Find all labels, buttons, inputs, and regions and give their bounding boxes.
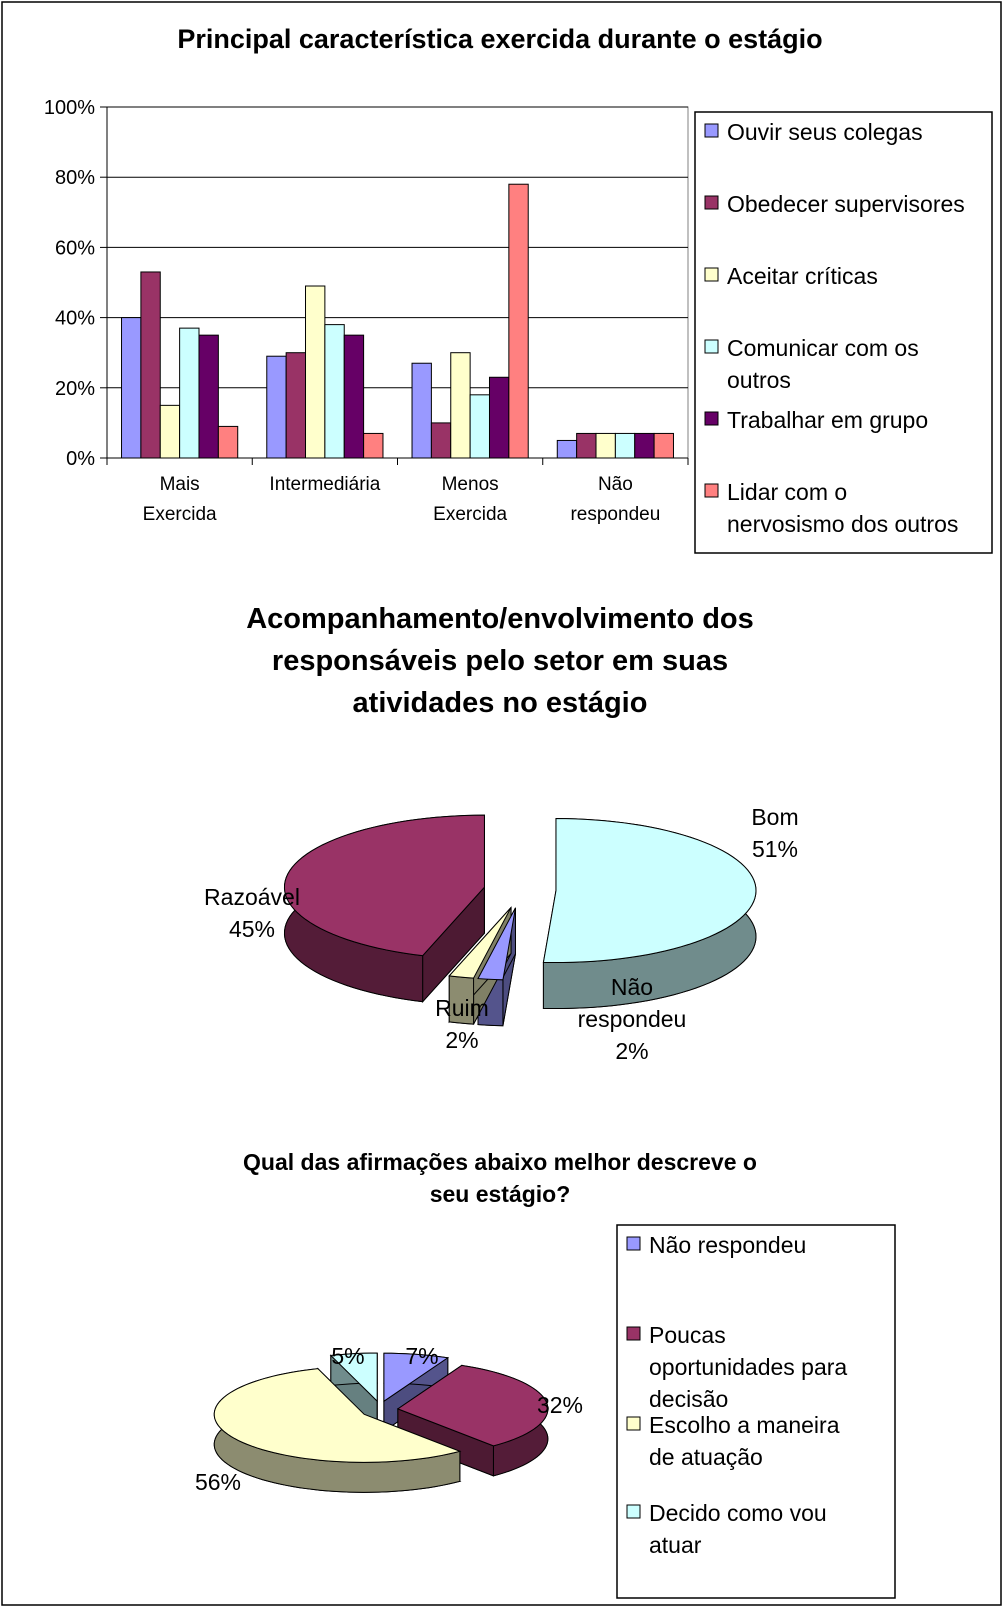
pie (213, 1352, 549, 1493)
legend-swatch (704, 483, 719, 498)
y-tick-label: 40% (55, 308, 95, 330)
y-tick-label: 0% (66, 448, 95, 470)
slice-value-label: 51% (752, 836, 798, 862)
slice-category: Ruim (435, 995, 489, 1021)
legend-swatch (626, 1236, 641, 1251)
slice (329, 1352, 378, 1403)
bar (266, 355, 287, 459)
bar (576, 432, 597, 459)
bar (634, 432, 655, 459)
legend-label: Escolho a maneira de atuação (649, 1412, 840, 1470)
legend-label: Não respondeu (649, 1232, 806, 1258)
bar (363, 432, 384, 459)
bar (324, 324, 345, 459)
bar (305, 285, 326, 459)
slice (213, 1368, 462, 1463)
bar (285, 352, 307, 459)
chart-title: Qual das afirmações abaixo melhor descre… (243, 1149, 757, 1207)
pie (283, 814, 757, 1027)
bar (411, 362, 432, 459)
legend-swatch (626, 1326, 641, 1341)
slice-category: Razoável (204, 884, 300, 910)
slice (448, 907, 512, 979)
slice-value-label: 56% (195, 1469, 241, 1495)
slice-value-label: 45% (229, 916, 275, 942)
slice (542, 818, 757, 964)
bar (653, 432, 674, 459)
slice (383, 1352, 450, 1403)
legend-label: Lidar com o nervosismo dos outros (727, 479, 958, 537)
slice-category: Não respondeu (578, 974, 687, 1032)
legend-box (616, 1224, 896, 1599)
legend-label: Decido como vou atuar (649, 1500, 827, 1558)
y-tick-label: 20% (55, 378, 95, 400)
legend-box (694, 111, 993, 554)
legend-label: Poucas oportunidades para decisão (649, 1322, 847, 1412)
legend-label: Comunicar com os outros (727, 335, 919, 393)
bar (556, 439, 578, 459)
bar (121, 317, 142, 459)
bar (488, 376, 510, 459)
slice-value-label: 2% (445, 1027, 478, 1053)
slice-value-label: 5% (331, 1343, 364, 1369)
legend-swatch (626, 1504, 641, 1519)
bar (217, 425, 239, 459)
x-tick-label: Mais Exercida (143, 474, 217, 525)
legend-label: Trabalhar em grupo (727, 407, 928, 433)
legend-swatch (704, 411, 719, 426)
bar (430, 422, 452, 459)
bar (179, 327, 200, 459)
bar (140, 271, 161, 459)
bar (469, 394, 490, 459)
x-tick-label: Menos Exercida (433, 474, 507, 525)
slice (477, 907, 516, 981)
chart-title: Acompanhamento/envolvimento dos responsáv… (246, 603, 754, 719)
y-tick-label: 80% (55, 167, 95, 189)
legend-label: Ouvir seus colegas (727, 119, 923, 145)
chart-title: Principal característica exercida durant… (177, 24, 822, 54)
x-tick-label: Intermediária (269, 474, 380, 495)
bar (595, 432, 616, 459)
bar (343, 334, 365, 459)
slice-value-label: 2% (615, 1038, 648, 1064)
slice (283, 814, 485, 957)
bar (450, 352, 471, 459)
slice-category: Bom (751, 804, 798, 830)
bar (198, 334, 219, 459)
legend-swatch (704, 339, 719, 354)
legend-swatch (626, 1416, 641, 1431)
legend-swatch (704, 195, 719, 210)
legend-swatch (704, 267, 719, 282)
legend-swatch (704, 123, 719, 138)
bar (159, 404, 181, 459)
y-tick-label: 100% (44, 97, 95, 119)
y-tick-label: 60% (55, 237, 95, 259)
bar (614, 432, 636, 459)
slice-value-label: 32% (537, 1392, 583, 1418)
slice (396, 1364, 549, 1447)
legend-label: Aceitar críticas (727, 263, 878, 289)
slice-value-label: 7% (405, 1343, 438, 1369)
legend-label: Obedecer supervisores (727, 191, 965, 217)
x-tick-label: Não respondeu (570, 474, 660, 525)
bar (508, 183, 529, 459)
